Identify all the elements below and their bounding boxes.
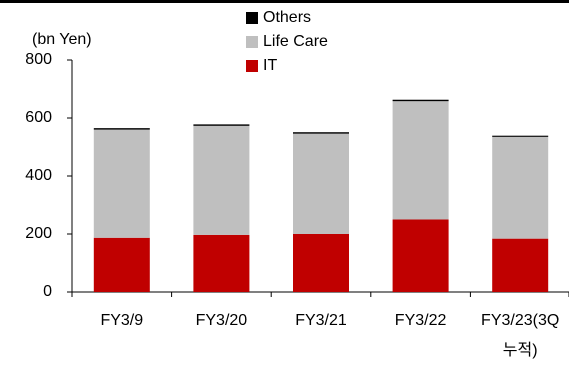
y-tick-label: 400 bbox=[25, 167, 52, 184]
legend-swatch bbox=[246, 12, 258, 24]
bar-segment bbox=[492, 135, 549, 137]
x-tick-label: FY3/22 bbox=[394, 312, 447, 329]
bar-segment bbox=[392, 99, 449, 102]
y-tick-label: 600 bbox=[25, 109, 52, 126]
legend-swatch bbox=[246, 36, 258, 48]
x-tick-label: FY3/9 bbox=[100, 312, 144, 329]
y-tick-label: 800 bbox=[25, 51, 52, 68]
legend-swatch bbox=[246, 60, 258, 72]
bar-segment bbox=[93, 128, 150, 130]
y-axis-label: (bn Yen) bbox=[32, 31, 92, 48]
bar-segment bbox=[193, 125, 250, 235]
legend-label: Life Care bbox=[263, 33, 328, 50]
bar-segment bbox=[293, 234, 349, 292]
bar-segment bbox=[492, 238, 549, 292]
bar-segment bbox=[293, 132, 349, 134]
bar-segment bbox=[193, 234, 250, 292]
bar-segment bbox=[193, 124, 250, 126]
bar-segment bbox=[392, 101, 449, 220]
bar-segment bbox=[93, 129, 150, 238]
bar-segment bbox=[93, 237, 150, 292]
x-tick-label: FY3/23(3Q 누적) bbox=[481, 312, 560, 359]
bar-segment bbox=[293, 133, 349, 234]
bar-segment bbox=[392, 219, 449, 292]
legend-label: IT bbox=[263, 57, 277, 74]
x-tick-label: FY3/20 bbox=[195, 312, 248, 329]
x-tick-label: FY3/21 bbox=[295, 312, 347, 329]
y-tick-label: 0 bbox=[43, 283, 52, 300]
y-tick-label: 200 bbox=[25, 225, 52, 242]
top-rule bbox=[0, 0, 569, 3]
legend-label: Others bbox=[263, 9, 311, 26]
bar-segment bbox=[492, 136, 549, 239]
